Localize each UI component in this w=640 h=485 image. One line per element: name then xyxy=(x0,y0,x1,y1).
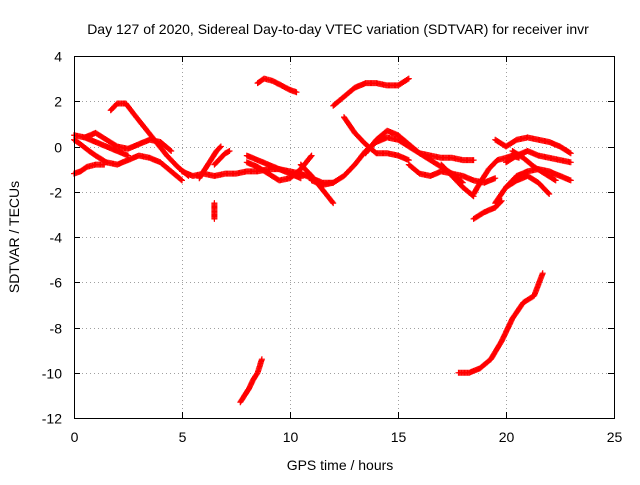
data-point xyxy=(258,356,265,363)
data-point xyxy=(546,191,553,197)
data-point xyxy=(167,147,174,154)
data-point xyxy=(545,190,552,197)
series-arc-12 xyxy=(254,75,300,96)
data-point xyxy=(405,75,412,82)
y-tick-label: -8 xyxy=(50,321,63,337)
data-point xyxy=(404,76,411,83)
data-point xyxy=(179,177,185,184)
data-point xyxy=(211,215,218,222)
x-axis-label: GPS time / hours xyxy=(287,457,394,473)
data-point xyxy=(217,143,224,150)
data-point xyxy=(567,150,574,157)
series-arc-8 xyxy=(211,148,233,168)
series-arc-9 xyxy=(211,200,218,222)
data-point xyxy=(168,148,175,154)
y-tick-label: -2 xyxy=(50,185,63,201)
data-point xyxy=(125,152,131,159)
series-arc-25 xyxy=(503,172,553,197)
data-point xyxy=(329,199,336,206)
y-tick-label: -10 xyxy=(42,366,62,382)
data-point xyxy=(470,157,477,164)
series-arc-28 xyxy=(237,356,265,406)
series-arc-2 xyxy=(71,161,108,177)
data-layer xyxy=(71,75,574,406)
data-point xyxy=(492,175,499,182)
x-tick-label: 10 xyxy=(283,429,299,445)
data-point xyxy=(567,159,574,166)
series-arc-7 xyxy=(196,143,224,182)
data-point xyxy=(498,197,505,204)
data-point xyxy=(297,175,304,182)
data-point xyxy=(293,89,300,96)
series-arc-15 xyxy=(330,75,412,109)
data-point xyxy=(308,152,315,159)
x-tick-label: 15 xyxy=(391,429,407,445)
series-arc-26 xyxy=(509,148,559,184)
series-arc-5 xyxy=(71,132,131,159)
series-arc-3 xyxy=(81,129,175,154)
series-arc-16 xyxy=(341,114,412,164)
series-arc-22 xyxy=(492,134,574,157)
series-arc-27 xyxy=(455,270,546,376)
y-tick-label: -6 xyxy=(50,275,63,291)
chart-title: Day 127 of 2020, Sidereal Day-to-day VTE… xyxy=(87,21,589,37)
series-arc-1 xyxy=(71,136,185,184)
series-arc-19 xyxy=(438,161,477,200)
y-axis-label: SDTVAR / TECUs xyxy=(6,181,22,293)
series-arc-21 xyxy=(470,152,522,197)
data-point xyxy=(226,148,233,154)
data-point xyxy=(217,144,223,151)
y-tick-label: 4 xyxy=(54,49,62,65)
y-tick-label: -12 xyxy=(42,411,62,427)
data-point xyxy=(539,270,546,277)
series-arc-14 xyxy=(308,134,477,188)
y-tick-label: 2 xyxy=(54,94,62,110)
y-tick-label: 0 xyxy=(54,140,62,156)
x-tick-label: 25 xyxy=(607,429,623,445)
data-point xyxy=(567,177,574,184)
data-point xyxy=(330,200,337,207)
x-tick-label: 5 xyxy=(179,429,187,445)
data-point xyxy=(552,177,559,184)
data-point xyxy=(307,153,314,160)
data-point xyxy=(566,149,573,156)
data-point xyxy=(178,176,184,183)
x-tick-label: 20 xyxy=(499,429,515,445)
x-tick-label: 0 xyxy=(71,429,79,445)
plot-frame xyxy=(74,56,615,419)
y-tick-label: -4 xyxy=(50,230,63,246)
grid-layer xyxy=(74,56,614,418)
data-point xyxy=(101,161,108,168)
